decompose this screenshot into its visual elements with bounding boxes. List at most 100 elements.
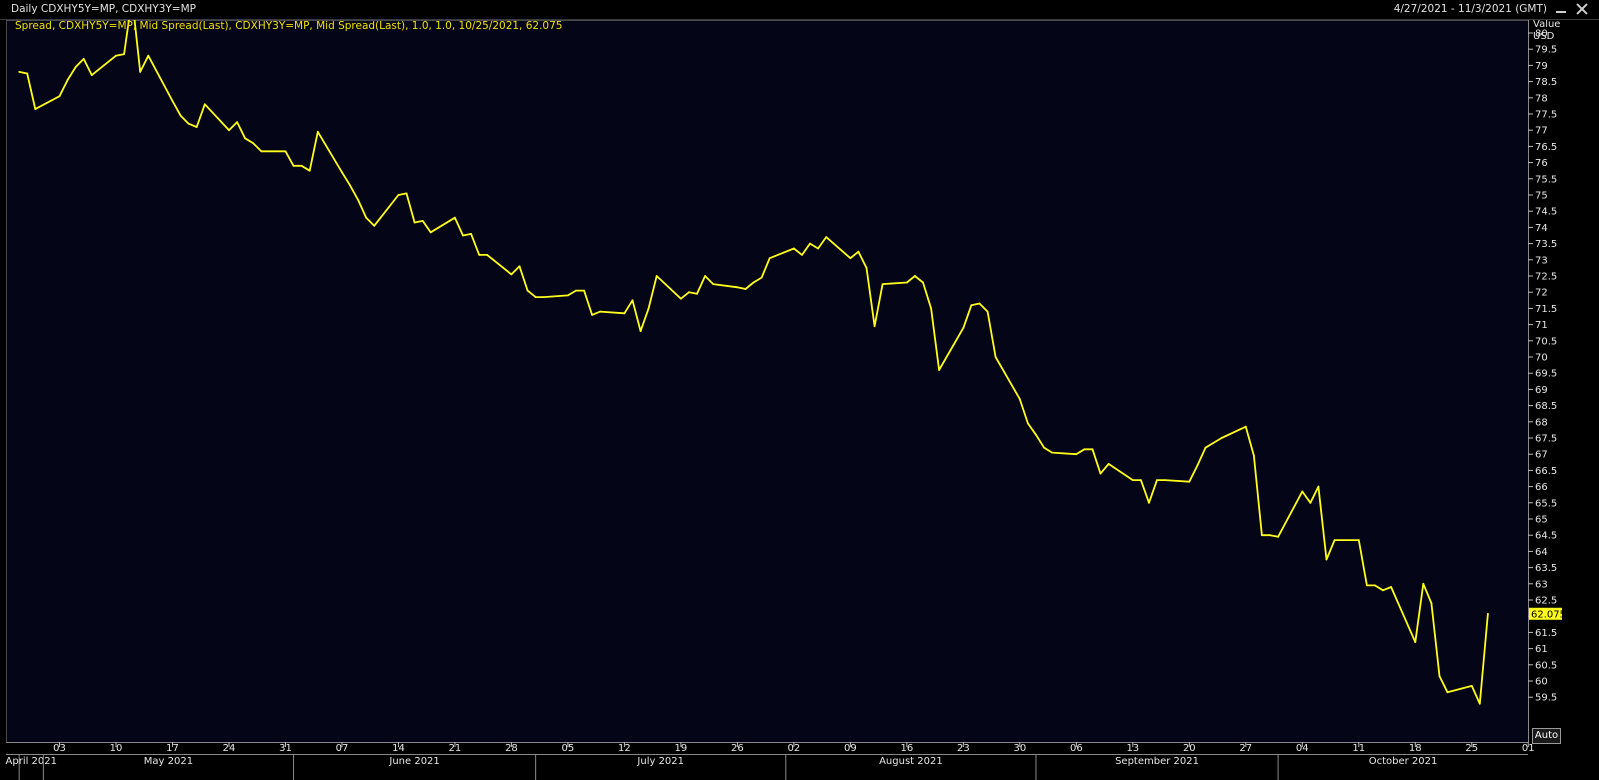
data-point [1131, 479, 1134, 481]
data-point [938, 369, 940, 371]
y-tick-label: 72 [1535, 288, 1548, 299]
auto-scale-button[interactable]: Auto [1532, 728, 1561, 744]
y-tick-label: 75.5 [1535, 174, 1557, 185]
data-point [195, 126, 198, 128]
x-tick-label: 11 [1352, 743, 1365, 754]
x-tick-label: 01 [1522, 743, 1535, 754]
data-point [1244, 425, 1247, 428]
y-tick-label: 68 [1535, 417, 1548, 428]
data-point [1269, 534, 1271, 537]
minimize-button[interactable] [1553, 1, 1569, 17]
data-point [1091, 448, 1094, 451]
y-tick-label: 71.5 [1535, 304, 1557, 315]
data-point [252, 142, 255, 145]
data-point [752, 281, 755, 284]
data-point [1148, 501, 1150, 504]
x-tick-label: 12 [618, 743, 631, 754]
data-point [760, 276, 763, 279]
data-point [365, 216, 368, 219]
data-point [647, 307, 650, 310]
data-point [1164, 479, 1166, 481]
chart[interactable]: Value USD 59.56060.56161.56262.56363.564… [0, 20, 1599, 780]
data-point [1196, 464, 1199, 467]
data-point [349, 184, 351, 187]
data-point [1470, 685, 1473, 687]
y-tick-label: 61 [1535, 644, 1548, 655]
data-point [1204, 446, 1207, 449]
y-tick-label: 66 [1535, 482, 1548, 493]
plot-area[interactable] [6, 20, 1528, 742]
data-point [793, 247, 795, 250]
x-tick-label: 19 [675, 743, 688, 754]
y-axis-title-line1: Value [1533, 20, 1560, 30]
y-tick-label: 73 [1535, 255, 1548, 266]
data-point [865, 267, 868, 269]
x-tick-label: 27 [1239, 743, 1252, 754]
data-point [542, 296, 545, 298]
data-point [462, 234, 464, 237]
x-tick-label: 20 [1183, 743, 1196, 754]
data-point [34, 108, 37, 110]
data-point [357, 199, 359, 201]
data-point [825, 236, 828, 239]
y-tick-label: 67.5 [1535, 434, 1557, 445]
data-point [18, 71, 21, 73]
month-label: September 2021 [1115, 756, 1199, 767]
data-point [1414, 641, 1417, 643]
data-point [623, 312, 626, 315]
data-point [123, 53, 125, 55]
data-point [203, 103, 206, 106]
data-point [405, 192, 408, 195]
data-point [316, 130, 319, 133]
x-tick-label: 16 [900, 743, 913, 754]
x-tick-label: 31 [279, 743, 292, 754]
series-layer [18, 20, 1489, 705]
data-point [575, 289, 577, 292]
data-point [962, 326, 965, 329]
data-point [1140, 479, 1142, 481]
data-point [857, 250, 860, 253]
data-point [1261, 534, 1263, 537]
y-tick-label: 64 [1535, 547, 1548, 558]
y-axis-title-line2: USD [1533, 31, 1555, 42]
data-point [1333, 539, 1336, 541]
data-point [486, 254, 489, 256]
data-point [1075, 453, 1078, 456]
data-point [583, 289, 585, 292]
x-tick-label: 10 [110, 743, 123, 754]
x-tick-label: 23 [957, 743, 970, 754]
y-tick-label: 65.5 [1535, 498, 1557, 509]
y-tick-label: 76.5 [1535, 142, 1557, 153]
close-button[interactable] [1574, 1, 1590, 17]
data-point [82, 58, 85, 60]
data-point [1309, 501, 1312, 504]
y-tick-label: 69.5 [1535, 369, 1557, 380]
data-point [1430, 602, 1433, 605]
data-point [1107, 463, 1110, 465]
y-tick-label: 66.5 [1535, 466, 1557, 477]
data-point [922, 281, 924, 284]
data-point [817, 247, 819, 250]
month-axis: April 2021 May 2021 June 2021 July 2021 Augu… [6, 754, 1528, 780]
y-tick-label: 76 [1535, 158, 1548, 169]
data-point [236, 121, 239, 123]
data-point [1043, 446, 1045, 449]
data-point [809, 242, 811, 245]
data-point [970, 304, 973, 307]
x-tick-label: 06 [1070, 743, 1083, 754]
y-tick-label: 79.5 [1535, 45, 1557, 56]
data-point [1099, 472, 1102, 475]
data-point [139, 71, 142, 73]
y-tick-label: 75 [1535, 191, 1548, 202]
x-tick-label: 09 [844, 743, 857, 754]
data-point [712, 283, 715, 285]
data-point [680, 297, 682, 300]
x-tick-label: 14 [392, 743, 405, 754]
data-point [639, 330, 642, 332]
month-label: April 2021 [6, 756, 57, 767]
data-point [413, 221, 416, 224]
data-point [736, 286, 739, 289]
y-tick-label: 63.5 [1535, 563, 1557, 574]
data-point [1253, 454, 1255, 457]
window-title: Daily CDXHY5Y=MP, CDXHY3Y=MP [11, 3, 196, 15]
